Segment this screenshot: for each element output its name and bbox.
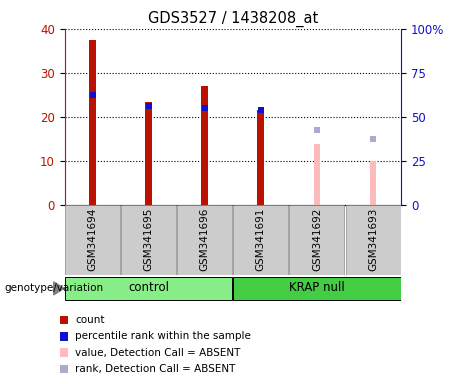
Text: GSM341694: GSM341694 [88,207,98,271]
Text: GSM341693: GSM341693 [368,207,378,271]
Bar [65,205,120,275]
Text: percentile rank within the sample: percentile rank within the sample [75,331,251,341]
Text: KRAP null: KRAP null [289,281,345,295]
Polygon shape [53,282,64,295]
Bar [89,40,96,205]
Bar [233,276,401,300]
Bar [145,102,152,205]
Text: GSM341696: GSM341696 [200,207,210,271]
Bar [201,86,208,205]
Bar [177,205,232,275]
Text: genotype/variation: genotype/variation [5,283,104,293]
Text: GSM341691: GSM341691 [256,207,266,271]
Bar [65,276,232,300]
Title: GDS3527 / 1438208_at: GDS3527 / 1438208_at [148,11,318,27]
Text: control: control [128,281,169,295]
Bar [290,205,344,275]
Text: GSM341695: GSM341695 [144,207,154,271]
Bar [346,205,401,275]
Text: rank, Detection Call = ABSENT: rank, Detection Call = ABSENT [75,364,236,374]
Bar [233,205,288,275]
Bar [313,144,320,205]
Bar [370,161,376,205]
Bar [258,111,264,205]
Text: value, Detection Call = ABSENT: value, Detection Call = ABSENT [75,348,241,358]
Bar [121,205,176,275]
Text: GSM341692: GSM341692 [312,207,322,271]
Text: count: count [75,315,105,325]
